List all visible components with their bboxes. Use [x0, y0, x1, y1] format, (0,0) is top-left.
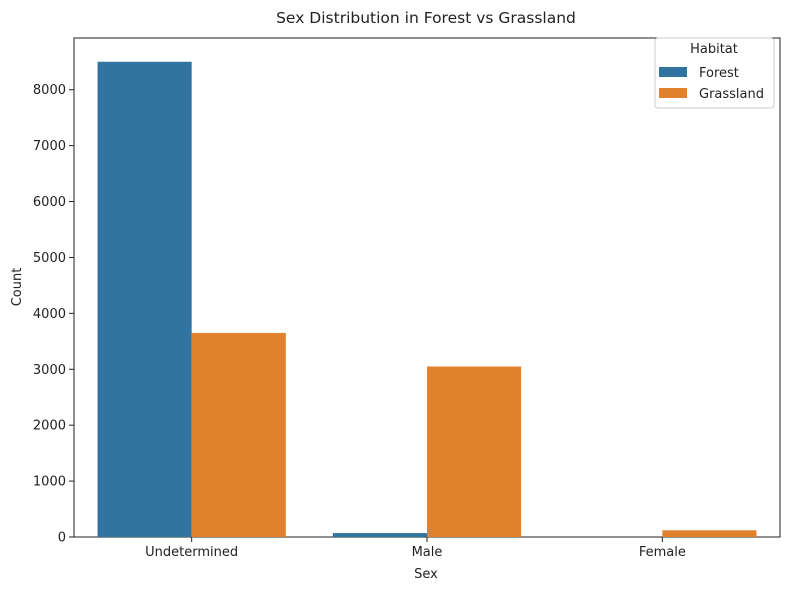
y-tick-label: 6000 [33, 195, 66, 210]
y-tick-label: 5000 [33, 251, 66, 266]
legend: Habitat Forest Grassland [654, 37, 775, 109]
bar-grassland-female [662, 530, 757, 537]
x-axis: Undetermined Male Female [145, 537, 686, 560]
y-tick-label: 8000 [33, 83, 66, 98]
x-tick-label: Male [412, 545, 443, 560]
y-tick-label: 2000 [33, 419, 66, 434]
y-tick-label: 7000 [33, 139, 66, 154]
y-tick-label: 1000 [33, 475, 66, 490]
x-tick-label: Undetermined [145, 545, 238, 560]
x-axis-label: Sex [414, 567, 438, 582]
legend-swatch-grassland [659, 88, 687, 98]
y-axis: 0 1000 2000 3000 4000 5000 6000 7000 8000 [33, 83, 74, 546]
bar-grassland-male [427, 366, 522, 537]
y-tick-label: 3000 [33, 363, 66, 378]
x-tick-label: Female [639, 545, 686, 560]
chart-title: Sex Distribution in Forest vs Grassland [276, 9, 576, 27]
legend-swatch-forest [659, 67, 687, 77]
legend-label-grassland: Grassland [699, 87, 764, 102]
legend-label-forest: Forest [699, 66, 739, 81]
bar-forest-undetermined [97, 61, 192, 538]
bars [97, 61, 757, 538]
legend-title: Habitat [690, 42, 738, 57]
bar-forest-male [332, 533, 427, 537]
y-tick-label: 0 [58, 531, 66, 546]
bar-grassland-undetermined [191, 332, 286, 537]
y-axis-label: Count [10, 268, 25, 307]
y-tick-label: 4000 [33, 307, 66, 322]
